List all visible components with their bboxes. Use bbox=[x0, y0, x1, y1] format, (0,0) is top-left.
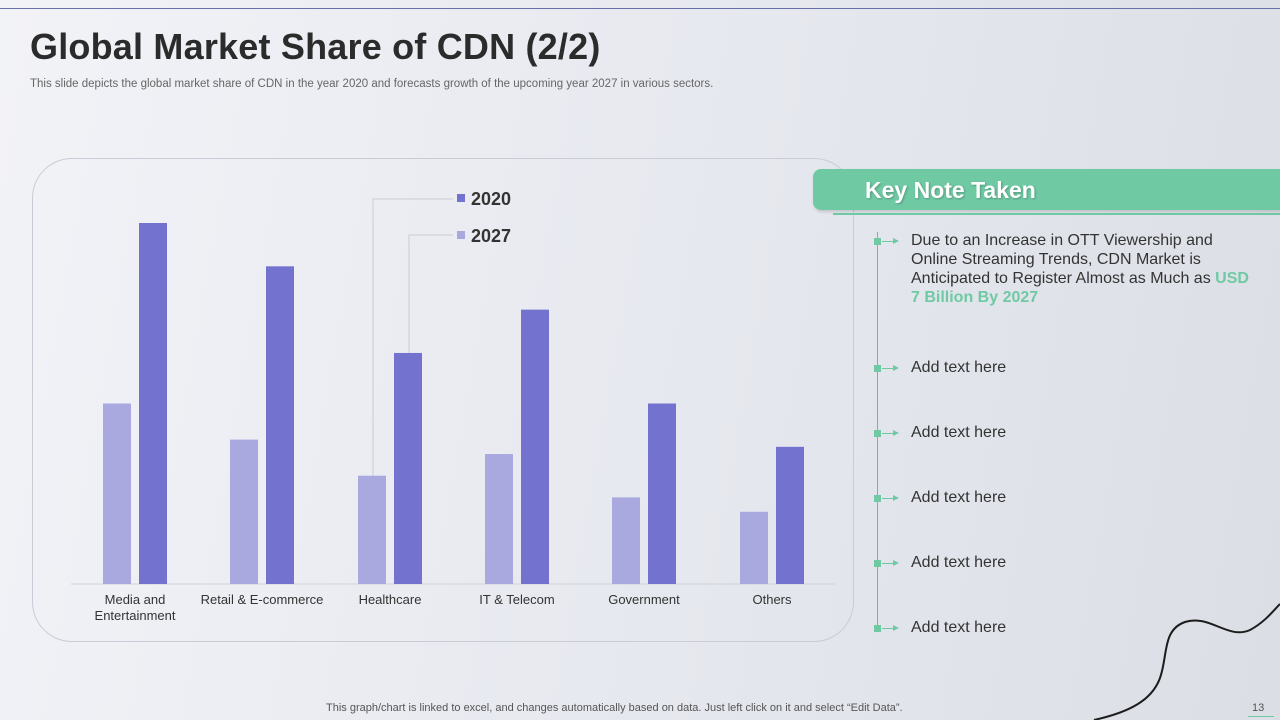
slide-subtitle: This slide depicts the global market sha… bbox=[30, 78, 714, 90]
legend-label-2027: 2027 bbox=[471, 226, 511, 246]
key-note-item-text: Add text here bbox=[911, 619, 1007, 636]
highlight-value-2: 7 Billion By 2027 bbox=[911, 289, 1039, 306]
highlight-value: USD bbox=[1215, 270, 1249, 287]
x-tick-label: IT & Telecom bbox=[479, 592, 554, 607]
legend-swatch-2020 bbox=[457, 194, 465, 202]
decorative-curve bbox=[1093, 603, 1280, 720]
arrow-marker-icon bbox=[874, 364, 902, 374]
x-tick-label: Healthcare bbox=[359, 592, 422, 607]
legend-label-2020: 2020 bbox=[471, 189, 511, 209]
key-note-title: Key Note Taken bbox=[865, 177, 1036, 203]
arrow-marker-icon bbox=[874, 559, 902, 569]
x-tick-label: Media and bbox=[105, 592, 166, 607]
bar-2027 bbox=[358, 475, 386, 584]
arrow-marker-icon bbox=[874, 494, 902, 504]
key-note-item-text: Add text here bbox=[911, 424, 1007, 441]
key-note-header: Key Note Taken bbox=[813, 169, 1280, 210]
x-tick-label: Government bbox=[608, 592, 680, 607]
bar-2027 bbox=[103, 403, 131, 584]
legend-leader-line bbox=[372, 198, 453, 476]
bar-2020 bbox=[521, 309, 549, 584]
page-number: 13 bbox=[1252, 702, 1265, 714]
bar-2027 bbox=[740, 511, 768, 584]
bar-2020 bbox=[266, 266, 294, 584]
top-rule bbox=[0, 8, 1280, 9]
bar-2027 bbox=[485, 454, 513, 584]
bar-2027 bbox=[230, 439, 258, 584]
arrow-marker-icon bbox=[874, 237, 902, 247]
chart-panel[interactable]: Media and Entertainment Retail & E-commerc… bbox=[32, 158, 854, 642]
x-tick-label: Entertainment bbox=[95, 608, 176, 623]
key-note-item-text: Add text here bbox=[911, 554, 1007, 571]
key-note-item-text: Add text here bbox=[911, 359, 1007, 376]
arrow-marker-icon bbox=[874, 624, 902, 634]
footer-note: This graph/chart is linked to excel, and… bbox=[326, 702, 903, 714]
arrow-marker-icon bbox=[874, 429, 902, 439]
page-number-underline bbox=[1248, 716, 1274, 717]
key-note-underline bbox=[833, 213, 1280, 215]
bar-2020 bbox=[394, 352, 422, 584]
bar-2027 bbox=[612, 497, 640, 584]
x-tick-label: Others bbox=[752, 592, 792, 607]
bar-2020 bbox=[139, 223, 167, 584]
legend-leader-line bbox=[408, 234, 453, 353]
slide-title: Global Market Share of CDN (2/2) bbox=[30, 26, 601, 67]
key-note-item-text: Add text here bbox=[911, 489, 1007, 506]
bar-2020 bbox=[776, 446, 804, 584]
bar-2020 bbox=[648, 403, 676, 584]
legend-swatch-2027 bbox=[457, 231, 465, 239]
x-tick-label: Retail & E-commerce bbox=[201, 592, 324, 607]
key-note-main-text: Due to an Increase in OTT Viewership and… bbox=[911, 232, 1249, 306]
